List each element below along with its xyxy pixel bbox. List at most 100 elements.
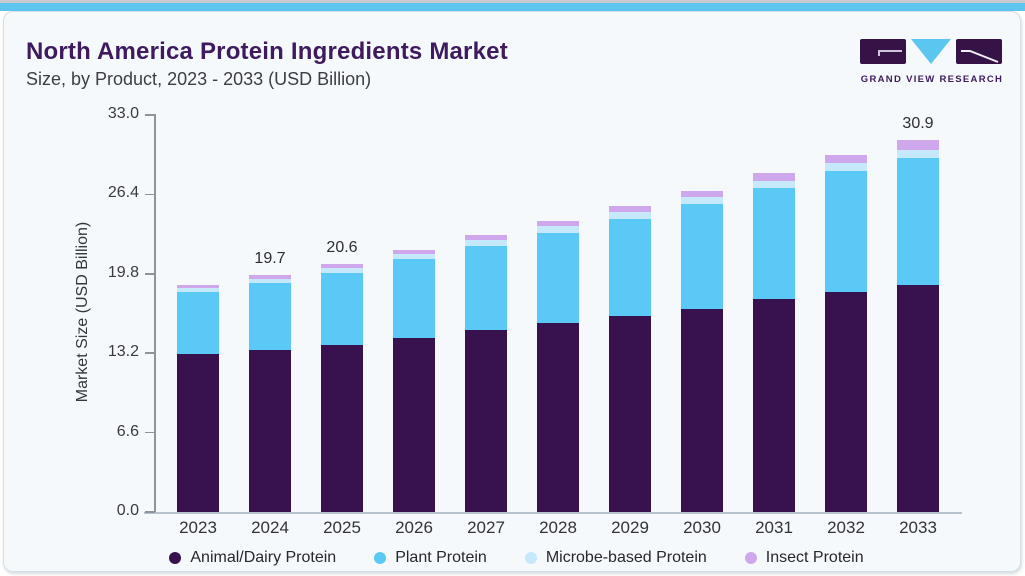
brand-logo: GRAND VIEW RESEARCH (858, 38, 1006, 85)
bar-segment-plant-protein-2030 (681, 204, 723, 309)
legend-item-microbe-based-protein: Microbe-based Protein (524, 549, 707, 567)
x-axis-line (144, 512, 962, 514)
bar-segment-plant-protein-2032 (825, 170, 867, 292)
bar-segment-microbe-based-protein-2030 (681, 197, 723, 205)
bar-segment-plant-protein-2029 (609, 219, 651, 316)
y-tick-6.6 (145, 431, 155, 434)
bar-segment-microbe-based-protein-2028 (537, 226, 579, 233)
y-tick-33.0 (145, 114, 155, 116)
bar-segment-insect-protein-2029 (609, 206, 651, 213)
y-tick-label-19.8: 19.8 (107, 263, 139, 281)
legend-label: Animal/Dairy Protein (190, 549, 337, 566)
bar-segment-insect-protein-2028 (537, 220, 579, 227)
bar-2026 (393, 249, 435, 512)
legend-label: Insect Protein (765, 549, 864, 566)
y-axis-line (154, 114, 156, 513)
y-tick-26.4 (145, 193, 155, 196)
brand-name: GRAND VIEW RESEARCH (860, 74, 1004, 85)
bar-segment-animal-dairy-protein-2024 (249, 349, 291, 512)
y-tick-label-6.6: 6.6 (116, 422, 139, 440)
bar-segment-microbe-based-protein-2031 (753, 180, 795, 189)
bar-segment-microbe-based-protein-2032 (825, 163, 867, 171)
gvr-logo-icon (860, 39, 1002, 64)
bar-segment-microbe-based-protein-2026 (393, 253, 435, 260)
bar-segment-animal-dairy-protein-2028 (537, 323, 579, 512)
bar-segment-microbe-based-protein-2033 (897, 149, 939, 159)
page-title: North America Protein Ingredients Market (26, 38, 508, 65)
bar-segment-microbe-based-protein-2025 (321, 268, 363, 274)
bar-segment-insect-protein-2023 (177, 284, 219, 288)
bar-segment-animal-dairy-protein-2033 (897, 284, 939, 512)
bar-segment-plant-protein-2026 (393, 259, 435, 338)
top-accent-bar (0, 3, 1025, 11)
bar-segment-animal-dairy-protein-2027 (465, 330, 507, 512)
bar-segment-animal-dairy-protein-2023 (177, 354, 219, 512)
y-tick-label-26.4: 26.4 (107, 184, 139, 202)
bar-segment-plant-protein-2023 (177, 292, 219, 355)
x-axis-label-2030: 2030 (683, 518, 721, 537)
legend-swatch-plant-protein (374, 552, 387, 564)
bar-2024 (249, 275, 291, 512)
bar-segment-animal-dairy-protein-2026 (393, 337, 435, 512)
x-axis-label-2026: 2026 (395, 518, 433, 537)
legend-label: Plant Protein (395, 549, 487, 566)
bar-segment-microbe-based-protein-2027 (465, 240, 507, 247)
x-axis-label-2028: 2028 (539, 518, 577, 537)
bar-2030 (681, 190, 723, 512)
x-axis-label-2032: 2032 (827, 518, 865, 537)
bar-segment-animal-dairy-protein-2031 (753, 299, 795, 512)
x-axis-label-2027: 2027 (467, 518, 505, 537)
bar-2025 (321, 264, 363, 512)
x-axis-label-2023: 2023 (179, 518, 217, 537)
bar-segment-plant-protein-2027 (465, 246, 507, 331)
bar-segment-insect-protein-2027 (465, 235, 507, 241)
y-tick-13.2 (145, 352, 155, 354)
bar-segment-animal-dairy-protein-2032 (825, 291, 867, 512)
x-axis-label-2029: 2029 (611, 518, 649, 537)
bar-2028 (537, 220, 579, 512)
y-axis-title: Market Size (USD Billion) (74, 221, 91, 403)
bar-2023 (177, 284, 219, 512)
bar-total-label-2024: 19.7 (254, 250, 286, 267)
bar-segment-plant-protein-2028 (537, 232, 579, 324)
bar-segment-animal-dairy-protein-2025 (321, 344, 363, 512)
x-axis-label-2031: 2031 (755, 518, 793, 537)
legend-item-plant-protein: Plant Protein (374, 549, 487, 567)
bar-2033 (897, 140, 939, 512)
bar-2032 (825, 154, 867, 512)
x-axis-label-2033: 2033 (899, 518, 937, 537)
legend-label: Microbe-based Protein (545, 549, 707, 566)
y-tick-0.0 (145, 511, 155, 513)
legend-item-animal-dairy-protein: Animal/Dairy Protein (169, 549, 336, 567)
bar-segment-insect-protein-2026 (393, 249, 435, 254)
bar-segment-plant-protein-2031 (753, 188, 795, 300)
page-subtitle: Size, by Product, 2023 - 2033 (USD Billi… (26, 69, 372, 89)
legend-swatch-insect-protein (744, 552, 757, 564)
bar-segment-insect-protein-2024 (249, 275, 291, 279)
bar-2031 (753, 172, 795, 512)
bar-segment-microbe-based-protein-2024 (249, 278, 291, 284)
x-axis-label-2025: 2025 (323, 518, 361, 537)
bar-segment-plant-protein-2024 (249, 283, 291, 350)
bar-2029 (609, 206, 651, 512)
bar-segment-plant-protein-2025 (321, 273, 363, 345)
legend-swatch-animal-dairy-protein (169, 552, 182, 564)
legend-swatch-microbe-based-protein (524, 552, 537, 564)
y-tick-label-0.0: 0.0 (116, 502, 139, 519)
legend-item-insect-protein: Insect Protein (744, 549, 864, 567)
bar-segment-insect-protein-2033 (897, 140, 939, 150)
bar-segment-insect-protein-2030 (681, 190, 723, 198)
chart-legend: Animal/Dairy Protein Plant Protein Microbe… (4, 549, 1025, 567)
y-tick-label-33.0: 33.0 (107, 105, 139, 122)
y-tick-19.8 (145, 273, 155, 275)
bar-segment-insect-protein-2032 (825, 154, 867, 164)
bar-segment-animal-dairy-protein-2029 (609, 315, 651, 512)
bar-2027 (465, 235, 507, 512)
bar-segment-insect-protein-2025 (321, 264, 363, 269)
bar-total-label-2025: 20.6 (326, 239, 358, 257)
bar-segment-plant-protein-2033 (897, 158, 939, 285)
bar-segment-microbe-based-protein-2023 (177, 287, 219, 293)
chart-card: North America Protein Ingredients Market… (3, 11, 1021, 572)
y-tick-label-13.2: 13.2 (107, 343, 139, 361)
